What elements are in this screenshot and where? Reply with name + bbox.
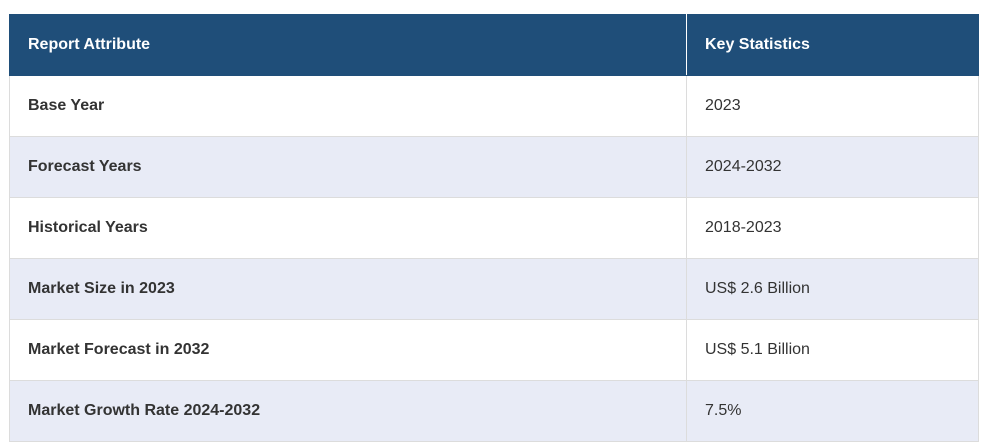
- table-row: Historical Years 2018-2023: [9, 197, 979, 259]
- row-attribute-market-size: Market Size in 2023: [9, 258, 687, 320]
- row-attribute-base-year: Base Year: [9, 75, 687, 137]
- header-report-attribute: Report Attribute: [9, 14, 687, 76]
- table-row: Market Growth Rate 2024-2032 7.5%: [9, 380, 979, 442]
- table-row: Forecast Years 2024-2032: [9, 136, 979, 198]
- row-value-forecast-years: 2024-2032: [686, 136, 979, 198]
- row-value-market-size: US$ 2.6 Billion: [686, 258, 979, 320]
- header-key-statistics: Key Statistics: [686, 14, 979, 76]
- row-value-base-year: 2023: [686, 75, 979, 137]
- report-attributes-table-container: Report Attribute Key Statistics Base Yea…: [9, 14, 979, 442]
- table-row: Market Size in 2023 US$ 2.6 Billion: [9, 258, 979, 320]
- row-attribute-historical-years: Historical Years: [9, 197, 687, 259]
- row-value-market-growth-rate: 7.5%: [686, 380, 979, 442]
- table-body: Base Year 2023 Forecast Years 2024-2032 …: [9, 75, 979, 442]
- table-row: Market Forecast in 2032 US$ 5.1 Billion: [9, 319, 979, 381]
- row-value-historical-years: 2018-2023: [686, 197, 979, 259]
- table-row: Base Year 2023: [9, 75, 979, 137]
- table-header-row: Report Attribute Key Statistics: [9, 14, 979, 76]
- row-attribute-market-forecast: Market Forecast in 2032: [9, 319, 687, 381]
- table-header: Report Attribute Key Statistics: [9, 14, 979, 76]
- report-attributes-table: Report Attribute Key Statistics Base Yea…: [9, 14, 979, 442]
- row-value-market-forecast: US$ 5.1 Billion: [686, 319, 979, 381]
- row-attribute-market-growth-rate: Market Growth Rate 2024-2032: [9, 380, 687, 442]
- row-attribute-forecast-years: Forecast Years: [9, 136, 687, 198]
